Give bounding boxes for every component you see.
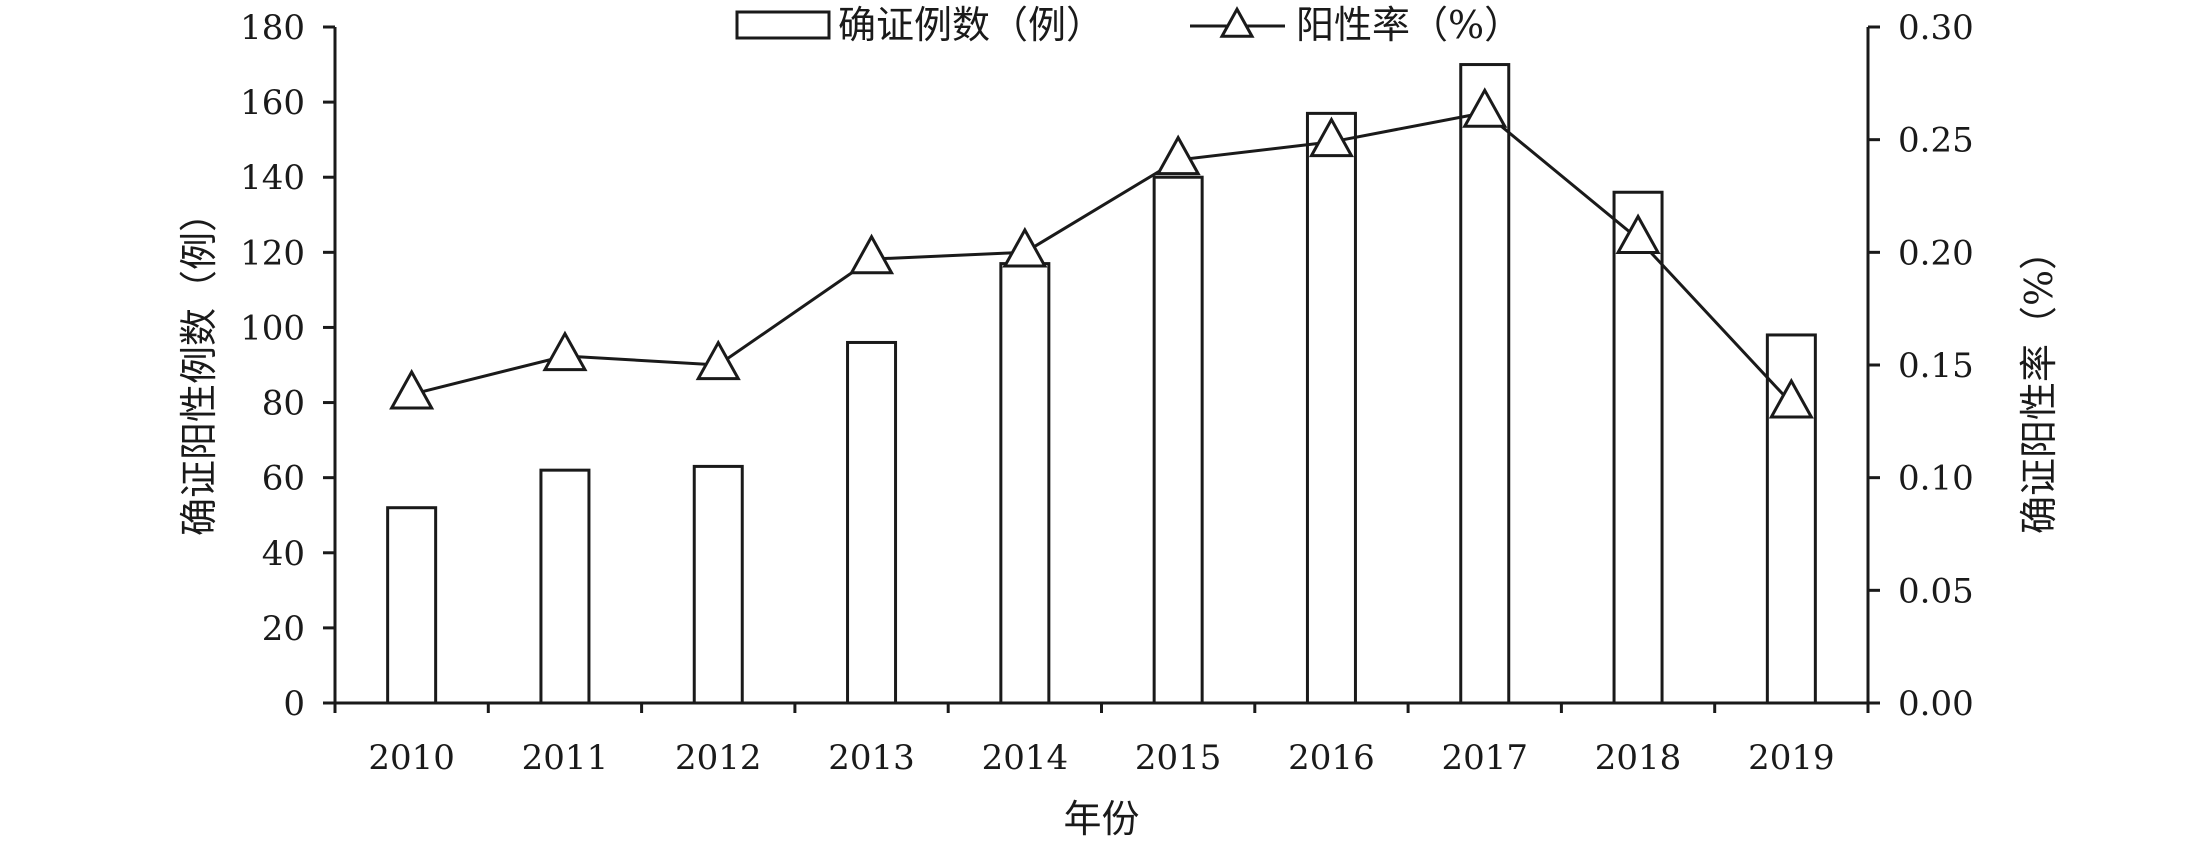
bar-2013 xyxy=(846,340,898,705)
rate-point-2019 xyxy=(1768,377,1814,419)
x-tick-label: 2010 xyxy=(368,738,455,778)
x-axis-title: 年份 xyxy=(1063,797,1139,838)
line-series xyxy=(389,87,1814,419)
bar-2014 xyxy=(999,262,1051,705)
y-tick-label: 100 xyxy=(240,308,305,348)
y-tick-label: 120 xyxy=(240,233,305,273)
x-tick-label: 2014 xyxy=(982,738,1069,778)
y-tick-label: 40 xyxy=(262,534,305,574)
y2-tick-label: 0.05 xyxy=(1898,571,1974,611)
y-tick-label: 0 xyxy=(283,684,305,724)
legend-bar-label: 确证例数（例） xyxy=(838,3,1104,47)
x-tick-label: 2018 xyxy=(1595,738,1682,778)
x-ticks: 2010 2011 2012 2013 2014 2015 2016 2017 2018 2019 xyxy=(333,703,1870,778)
x-tick-label: 2011 xyxy=(522,738,609,778)
x-tick-label: 2017 xyxy=(1441,738,1528,778)
bar-2016 xyxy=(1305,111,1357,705)
bar-2015 xyxy=(1152,175,1204,705)
right-y-axis-title: 确证阳性率（%） xyxy=(2017,232,2061,534)
x-tick-label: 2016 xyxy=(1288,738,1375,778)
bar-2017 xyxy=(1459,63,1511,705)
right-y-ticks: 0.00 0.05 0.10 0.15 0.20 0.25 0.30 xyxy=(1868,8,1974,724)
rate-point-2012 xyxy=(695,339,741,381)
y2-tick-label: 0.10 xyxy=(1898,459,1974,499)
rate-point-2014 xyxy=(1002,226,1048,268)
y2-tick-label: 0.15 xyxy=(1898,346,1974,386)
y-tick-label: 160 xyxy=(240,83,305,123)
rate-line xyxy=(411,111,1793,405)
y2-tick-label: 0.30 xyxy=(1898,8,1974,48)
y2-tick-label: 0.00 xyxy=(1898,684,1974,724)
y2-tick-label: 0.20 xyxy=(1898,233,1974,273)
left-y-ticks: 0 20 40 60 80 100 120 140 160 180 xyxy=(240,8,335,724)
bar-2010 xyxy=(386,506,438,705)
y-tick-label: 20 xyxy=(262,609,305,649)
rate-point-2018 xyxy=(1615,213,1661,254)
rate-point-2016 xyxy=(1308,116,1354,158)
rate-point-2011 xyxy=(542,330,588,372)
bar-2018 xyxy=(1612,190,1664,705)
y2-tick-label: 0.25 xyxy=(1898,121,1974,161)
rate-point-2013 xyxy=(849,233,895,275)
y-tick-label: 60 xyxy=(262,459,305,499)
y-tick-label: 180 xyxy=(240,8,305,48)
rate-point-2017 xyxy=(1462,87,1508,128)
x-tick-label: 2012 xyxy=(675,738,762,778)
rate-point-2015 xyxy=(1155,134,1201,176)
bar-series xyxy=(386,63,1817,705)
rate-point-2010 xyxy=(389,368,435,410)
legend-triangle-marker xyxy=(1219,6,1255,38)
y-tick-label: 140 xyxy=(240,158,305,198)
legend-line-label: 阳性率（%） xyxy=(1296,3,1522,47)
x-tick-label: 2013 xyxy=(828,738,915,778)
left-y-axis-title: 确证阳性例数（例） xyxy=(177,194,221,536)
x-tick-label: 2019 xyxy=(1748,738,1835,778)
x-tick-label: 2015 xyxy=(1135,738,1222,778)
bar-2012 xyxy=(692,464,744,705)
legend: 确证例数（例） 阳性率（%） xyxy=(735,3,1522,47)
bar-2011 xyxy=(539,468,591,705)
y-tick-label: 80 xyxy=(262,384,305,424)
legend-bar-swatch xyxy=(735,10,831,40)
